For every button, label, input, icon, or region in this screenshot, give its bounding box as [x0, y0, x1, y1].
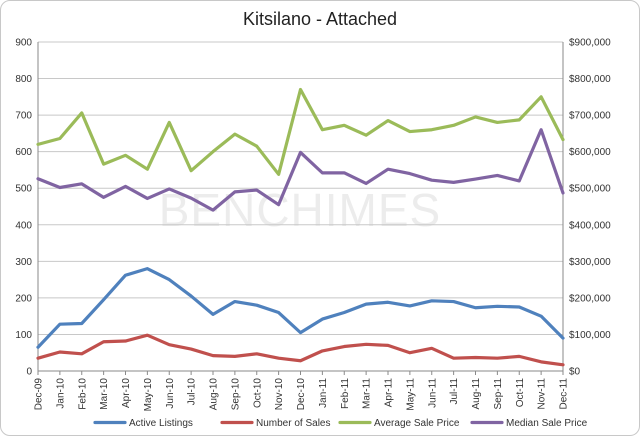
- y-right-tick-label: $500,000: [569, 184, 611, 195]
- x-tick-label: Dec-09: [34, 378, 45, 411]
- x-tick-label: Feb-11: [340, 378, 351, 409]
- y-right-tick-label: $700,000: [569, 111, 611, 122]
- legend-label: Average Sale Price: [374, 418, 460, 429]
- y-left-tick-label: 200: [15, 293, 32, 304]
- x-tick-label: Apr-10: [121, 378, 132, 408]
- y-right-tick-label: $100,000: [569, 330, 611, 341]
- x-tick-label: Oct-11: [515, 378, 526, 408]
- x-tick-label: Jun-11: [427, 378, 438, 408]
- x-tick-label: Jan-11: [318, 378, 329, 408]
- y-right-tick-label: $400,000: [569, 220, 611, 231]
- x-tick-label: Nov-11: [537, 378, 548, 410]
- x-tick-label: Feb-10: [77, 378, 88, 410]
- y-right-tick-label: $600,000: [569, 147, 611, 158]
- y-left-tick-label: 100: [15, 330, 32, 341]
- x-tick-label: Aug-11: [471, 378, 482, 410]
- y-left-tick-label: 900: [15, 38, 32, 49]
- legend-label: Active Listings: [129, 418, 193, 429]
- x-tick-label: Nov-10: [274, 378, 285, 411]
- x-tick-label: Sep-11: [493, 378, 504, 410]
- y-right-tick-label: $200,000: [569, 293, 611, 304]
- x-tick-label: Mar-11: [362, 378, 373, 409]
- y-left-tick-label: 600: [15, 147, 32, 158]
- series-lines: [36, 87, 565, 367]
- y-left-tick-label: 700: [15, 111, 32, 122]
- x-tick-label: May-11: [405, 378, 416, 411]
- x-tick-label: Jan-10: [55, 378, 66, 409]
- axes: 0 $0 100 $100,000 200 $200,000 300 $300,000 400 $…: [15, 38, 611, 412]
- x-tick-label: May-10: [143, 378, 154, 412]
- series-line-active-listings: [36, 267, 565, 349]
- series-line-average-sale-price: [36, 87, 565, 176]
- y-right-tick-label: $800,000: [569, 74, 611, 85]
- y-right-tick-label: $300,000: [569, 257, 611, 268]
- y-right-tick-label: $0: [569, 367, 581, 378]
- y-left-tick-label: 300: [15, 257, 32, 268]
- x-tick-label: Jul-11: [449, 378, 460, 405]
- legend-label: Number of Sales: [256, 418, 330, 429]
- legend: Active Listings Number of Sales Average Sa…: [93, 418, 588, 429]
- x-tick-label: Jul-10: [187, 378, 198, 406]
- x-tick-label: Dec-10: [296, 378, 307, 411]
- x-tick-label: Sep-10: [230, 378, 241, 411]
- x-tick-label: Apr-11: [384, 378, 395, 408]
- y-left-tick-label: 500: [15, 184, 32, 195]
- x-tick-label: Jun-10: [165, 378, 176, 409]
- x-tick-label: Dec-11: [559, 378, 570, 410]
- x-tick-label: Aug-10: [209, 378, 220, 411]
- chart-title: Kitsilano - Attached: [243, 9, 397, 29]
- y-left-tick-label: 800: [15, 74, 32, 85]
- watermark: BENCHIMES: [159, 184, 441, 236]
- y-left-tick-label: 400: [15, 220, 32, 231]
- series-line-median-sale-price: [36, 128, 565, 212]
- x-tick-label: Mar-10: [99, 378, 110, 410]
- legend-label: Median Sale Price: [506, 418, 588, 429]
- y-right-tick-label: $900,000: [569, 38, 611, 49]
- series-line-number-of-sales: [36, 333, 565, 367]
- x-tick-label: Oct-10: [252, 378, 263, 408]
- y-left-tick-label: 0: [26, 367, 32, 378]
